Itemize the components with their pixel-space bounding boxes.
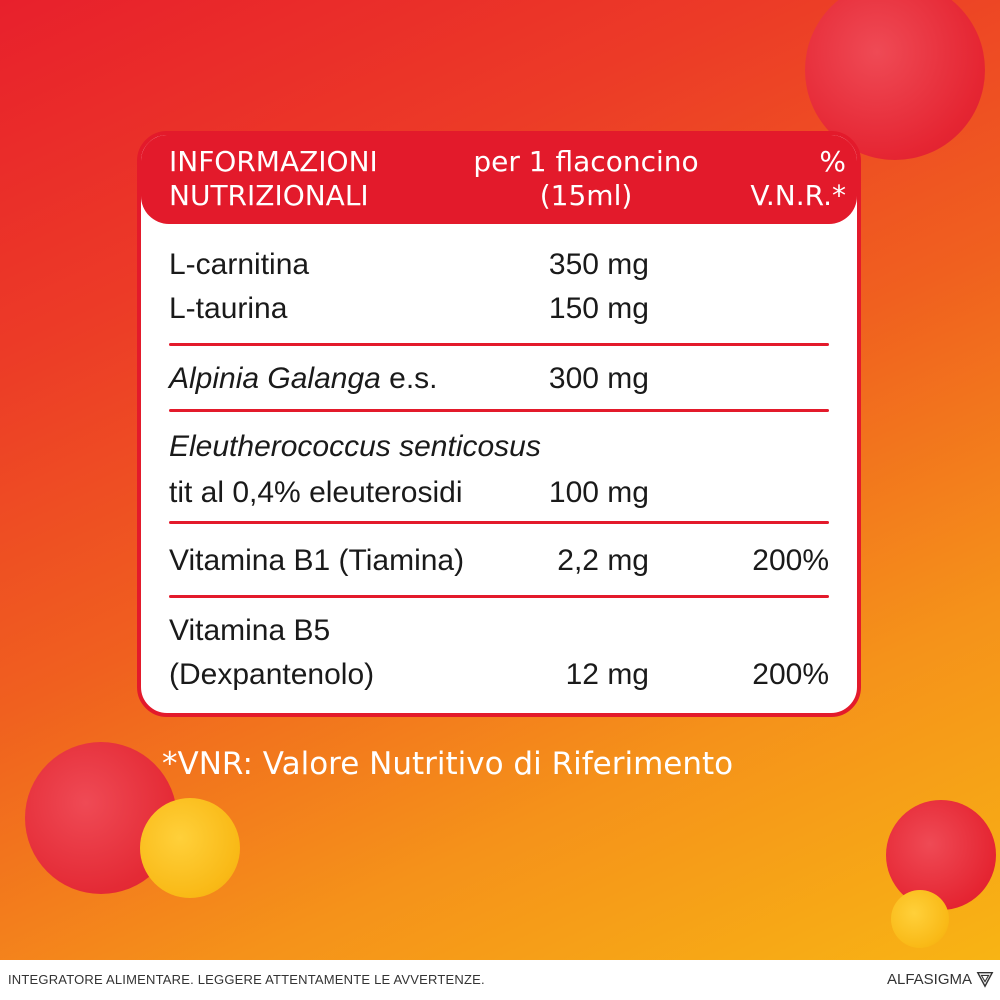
- row-amount-vitamina-b5: 12 mg: [565, 658, 649, 691]
- row-amount-carnitina: 350 mg: [548, 248, 649, 281]
- row-name-vitamina-b5-line2: (Dexpantenolo): [169, 658, 375, 691]
- nutrition-table: INFORMAZIONI NUTRIZIONALI per 1 flaconci…: [137, 131, 861, 717]
- alfasigma-logo-icon: [976, 971, 994, 988]
- decorative-bubble-yellow: [140, 798, 240, 898]
- header-vnr-label: % V.N.R.*: [750, 145, 846, 212]
- row-vnr-vitamina-b5: 200%: [752, 658, 829, 691]
- row-amount-vitamina-b1: 2,2 mg: [557, 544, 649, 577]
- row-vnr-vitamina-b1: 200%: [752, 544, 829, 577]
- row-name-alpinia-italic: Alpinia Galanga: [169, 362, 381, 395]
- background: INFORMAZIONI NUTRIZIONALI per 1 flaconci…: [0, 0, 1000, 960]
- row-divider: [169, 343, 829, 346]
- row-name-carnitina: L-carnitina: [169, 248, 310, 281]
- row-name-vitamina-b5: Vitamina B5: [169, 614, 331, 647]
- header-amount-line1: per 1 flaconcino: [473, 145, 699, 178]
- legal-disclaimer: INTEGRATORE ALIMENTARE. LEGGERE ATTENTAM…: [8, 972, 485, 987]
- vnr-footnote: *VNR: Valore Nutritivo di Riferimento: [162, 746, 734, 782]
- row-amount-taurina: 150 mg: [548, 292, 649, 325]
- row-name-alpinia-suffix: e.s.: [380, 362, 438, 395]
- row-name-eleutherococcus-line2: tit al 0,4% eleuterosidi: [169, 476, 463, 509]
- table-header: INFORMAZIONI NUTRIZIONALI per 1 flaconci…: [141, 135, 857, 224]
- row-amount-eleutherococcus: 100 mg: [548, 476, 649, 509]
- row-divider: [169, 521, 829, 524]
- header-info-label: INFORMAZIONI NUTRIZIONALI: [169, 145, 378, 213]
- header-amount-label: per 1 flaconcino (15ml): [471, 145, 701, 213]
- header-amount-line2: (15ml): [539, 179, 633, 212]
- header-info-line2: NUTRIZIONALI: [169, 179, 369, 212]
- row-name-eleutherococcus: Eleutherococcus senticosus: [169, 430, 541, 463]
- row-amount-alpinia: 300 mg: [548, 362, 649, 395]
- row-divider: [169, 595, 829, 598]
- header-info-line1: INFORMAZIONI: [169, 145, 378, 178]
- row-name-alpinia: Alpinia Galanga e.s.: [169, 357, 438, 401]
- decorative-bubble-yellow: [891, 890, 949, 948]
- row-divider: [169, 409, 829, 412]
- decorative-bubble-red: [886, 800, 996, 910]
- brand-name: ALFASIGMA: [886, 971, 972, 988]
- row-name-taurina: L-taurina: [169, 292, 288, 325]
- footer-bar: INTEGRATORE ALIMENTARE. LEGGERE ATTENTAM…: [0, 960, 1000, 1000]
- row-name-vitamina-b1: Vitamina B1 (Tiamina): [169, 544, 465, 577]
